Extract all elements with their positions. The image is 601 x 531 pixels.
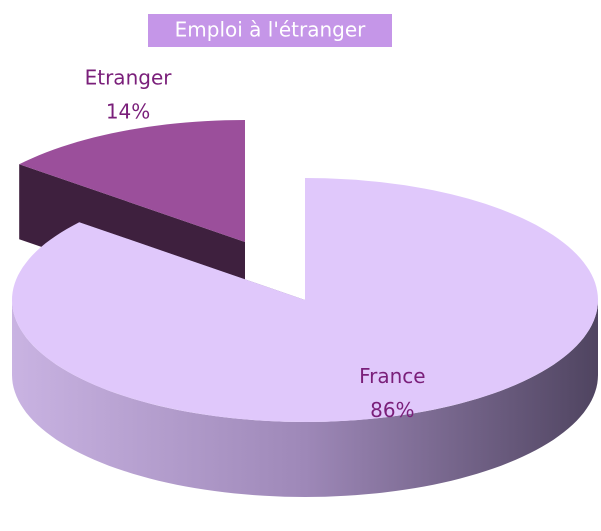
slice-side (12, 300, 598, 497)
slice-value-label: 14% (106, 100, 150, 124)
slice-label: Etranger (85, 66, 173, 90)
slice-label: France (359, 364, 426, 388)
slice (19, 120, 246, 242)
slice (12, 178, 598, 422)
chart-title: Emploi à l'étranger (175, 18, 366, 42)
slice-value-label: 86% (370, 398, 414, 422)
title-box (148, 14, 392, 47)
